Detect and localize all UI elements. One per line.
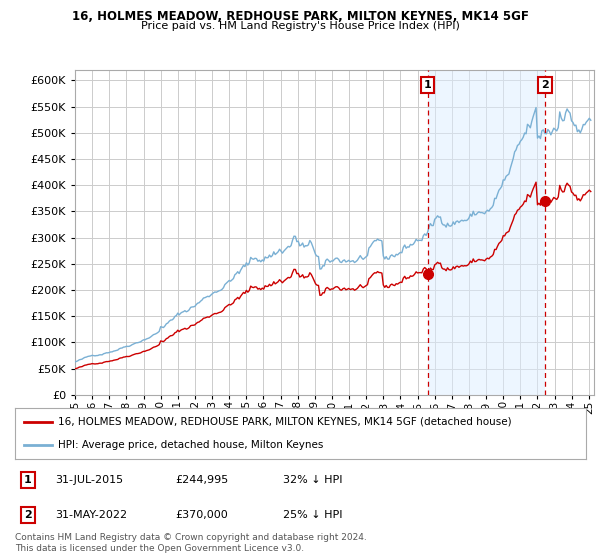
- Text: 1: 1: [23, 475, 31, 484]
- Text: HPI: Average price, detached house, Milton Keynes: HPI: Average price, detached house, Milt…: [58, 440, 323, 450]
- Text: 31-JUL-2015: 31-JUL-2015: [55, 475, 123, 484]
- Text: 1: 1: [424, 80, 431, 90]
- Text: 16, HOLMES MEADOW, REDHOUSE PARK, MILTON KEYNES, MK14 5GF (detached house): 16, HOLMES MEADOW, REDHOUSE PARK, MILTON…: [58, 417, 511, 427]
- Text: 16, HOLMES MEADOW, REDHOUSE PARK, MILTON KEYNES, MK14 5GF: 16, HOLMES MEADOW, REDHOUSE PARK, MILTON…: [71, 10, 529, 23]
- Bar: [428, 70, 545, 395]
- Text: £244,995: £244,995: [175, 475, 228, 484]
- Text: 2: 2: [23, 510, 31, 520]
- Text: Price paid vs. HM Land Registry's House Price Index (HPI): Price paid vs. HM Land Registry's House …: [140, 21, 460, 31]
- Text: £370,000: £370,000: [175, 510, 227, 520]
- Text: 32% ↓ HPI: 32% ↓ HPI: [283, 475, 343, 484]
- Text: Contains HM Land Registry data © Crown copyright and database right 2024.
This d: Contains HM Land Registry data © Crown c…: [15, 533, 367, 553]
- Text: 2: 2: [541, 80, 548, 90]
- Text: 25% ↓ HPI: 25% ↓ HPI: [283, 510, 343, 520]
- Text: 31-MAY-2022: 31-MAY-2022: [55, 510, 127, 520]
